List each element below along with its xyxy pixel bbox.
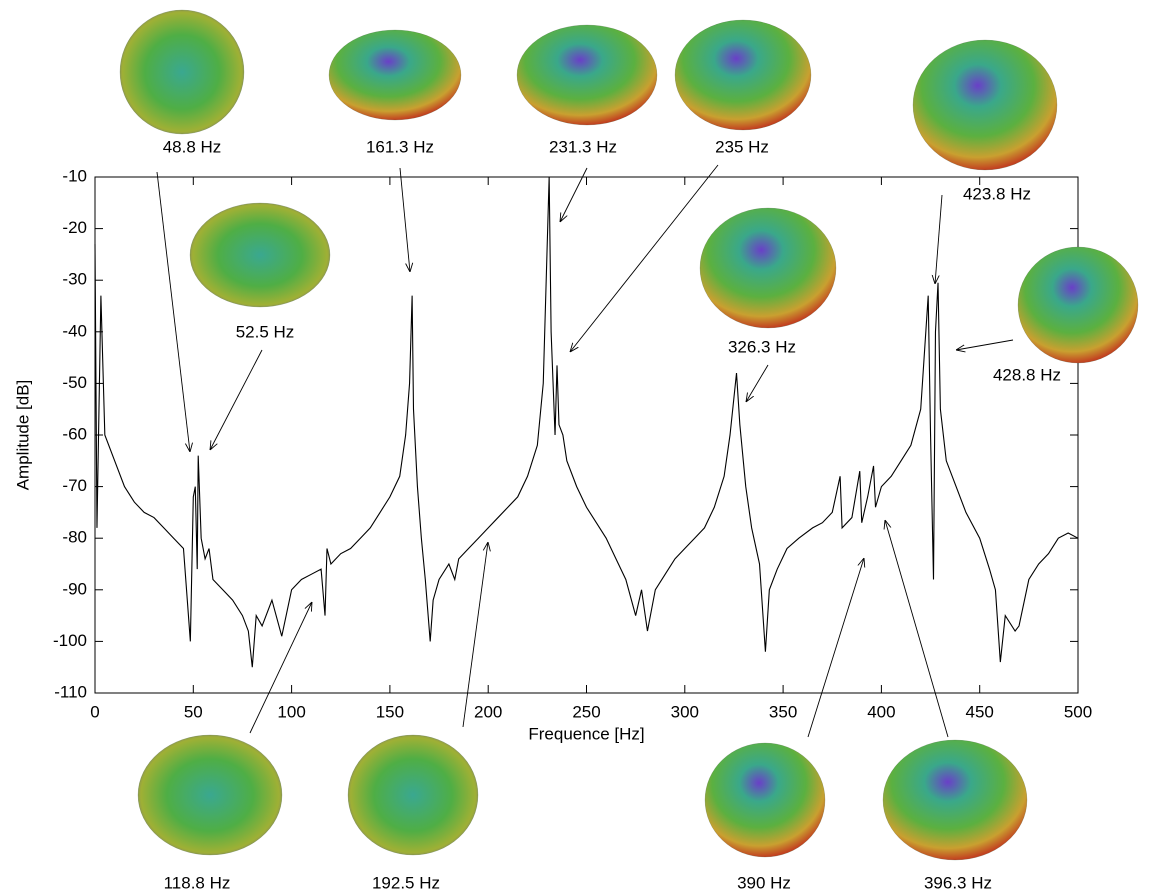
annotation-arrow	[249, 602, 312, 734]
mode-image	[328, 29, 462, 121]
annotation: 231.3 Hz	[549, 137, 617, 156]
mode-image	[347, 734, 479, 856]
annotation-arrow	[746, 364, 769, 402]
y-tick-label: -90	[62, 579, 87, 598]
mode-image	[882, 739, 1028, 861]
x-tick-label: 400	[867, 702, 895, 721]
x-tick-label: 100	[277, 702, 305, 721]
annotation: 48.8 Hz	[163, 137, 222, 156]
annotation: 235 Hz	[715, 137, 769, 156]
annotation-arrow	[210, 349, 263, 450]
annotation-arrow	[570, 164, 719, 352]
x-tick-label: 150	[376, 702, 404, 721]
annotation: 161.3 Hz	[366, 137, 434, 156]
annotation: 52.5 Hz	[236, 322, 295, 341]
y-tick-label: -70	[62, 476, 87, 495]
x-tick-label: 200	[474, 702, 502, 721]
annotation: 192.5 Hz	[372, 873, 440, 892]
y-tick-label: -10	[62, 166, 87, 185]
annotation-arrow	[935, 194, 943, 284]
x-tick-label: 350	[769, 702, 797, 721]
y-tick-label: -80	[62, 528, 87, 547]
annotations: 48.8 Hz 161.3 Hz 231.3 Hz 235 Hz 423.8 Hz 52.…	[156, 137, 1061, 892]
mode-image	[912, 39, 1058, 171]
y-axis-label: Amplitude [dB]	[13, 380, 32, 491]
annotation: 118.8 Hz	[164, 873, 231, 892]
y-tick-label: -40	[62, 321, 87, 340]
mode-image	[1017, 246, 1139, 364]
x-tick-label: 500	[1064, 702, 1092, 721]
x-tick-label: 450	[966, 702, 994, 721]
mode-image	[699, 207, 837, 329]
x-tick-label: 50	[184, 702, 203, 721]
annotation-arrow	[807, 558, 864, 738]
spectrum-line	[94, 176, 1079, 668]
y-tick-label: -60	[62, 424, 87, 443]
mode-image	[674, 19, 812, 131]
mode-image	[516, 24, 658, 126]
annotation-arrow	[956, 339, 1014, 350]
annotation: 423.8 Hz	[963, 184, 1031, 203]
y-tick-label: -110	[54, 682, 87, 701]
mode-image	[119, 9, 245, 135]
annotation-arrow	[399, 167, 410, 272]
x-tick-label: 300	[671, 702, 699, 721]
mode-shapes	[119, 9, 1139, 861]
annotation-arrow	[462, 542, 488, 728]
mode-image	[704, 742, 826, 858]
annotation: 428.8 Hz	[993, 365, 1061, 384]
annotation: 390 Hz	[737, 873, 791, 892]
y-tick-label: -20	[62, 218, 87, 237]
annotation-arrow	[156, 171, 190, 452]
x-tick-label: 0	[90, 702, 99, 721]
x-tick-label: 250	[572, 702, 600, 721]
x-axis-label: Frequence [Hz]	[528, 724, 644, 743]
annotation-arrow	[560, 167, 588, 222]
annotation-arrow	[885, 520, 949, 738]
plot: 0 50 100 150 200 250 300 350 400 450 500 -110 -100 -9…	[13, 166, 1092, 743]
y-tick-label: -100	[53, 631, 87, 650]
annotation: 326.3 Hz	[728, 337, 796, 356]
annotation: 396.3 Hz	[924, 873, 992, 892]
mode-image	[137, 734, 283, 856]
mode-image	[189, 202, 331, 308]
y-tick-label: -50	[62, 373, 87, 392]
y-tick-label: -30	[62, 270, 87, 289]
